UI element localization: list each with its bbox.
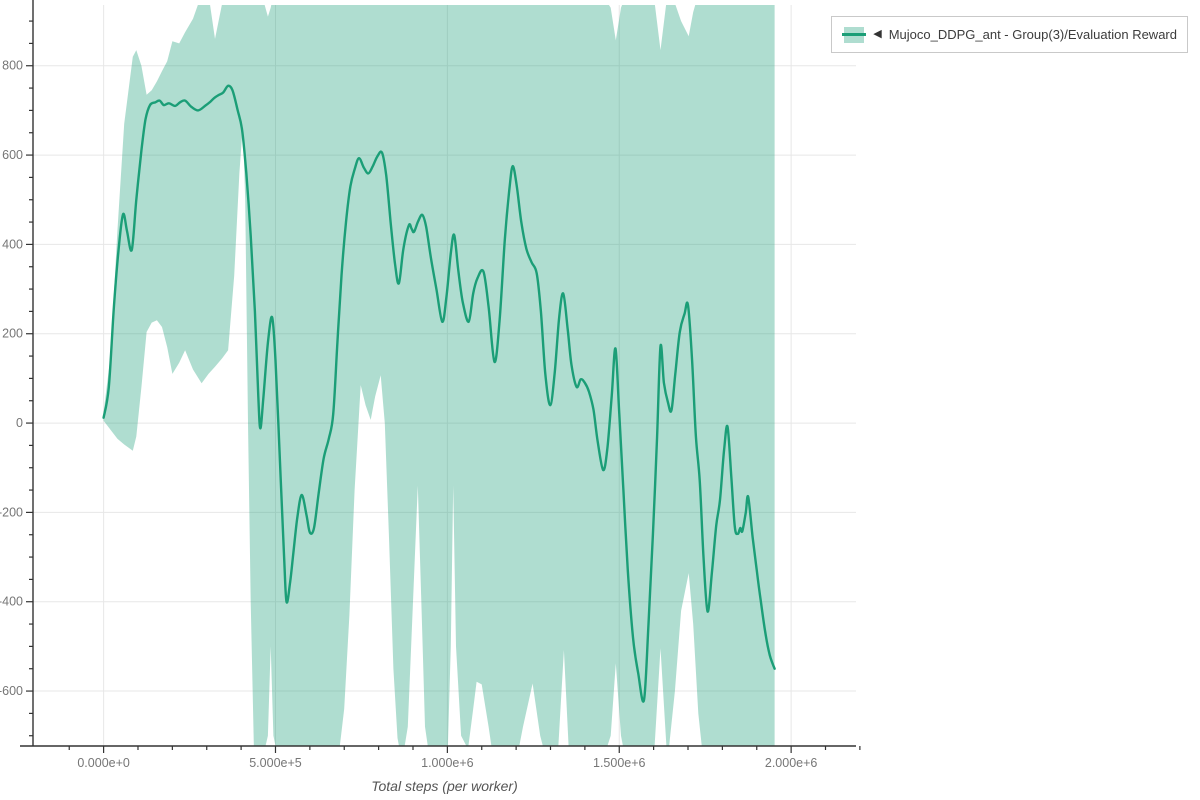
y-tick-label: 200 [2, 327, 23, 341]
x-tick-label: 2.000e+6 [765, 756, 818, 770]
legend-line-icon [842, 33, 867, 36]
x-tick-label: 5.000e+5 [249, 756, 302, 770]
x-tick-label: 0.000e+0 [77, 756, 130, 770]
mean-line [102, 84, 776, 703]
y-tick-label: -600 [0, 684, 23, 698]
y-tick-label: -400 [0, 595, 23, 609]
x-axis-title: Total steps (per worker) [371, 778, 518, 794]
legend[interactable]: ◀ Mujoco_DDPG_ant - Group(3)/Evaluation … [831, 16, 1188, 53]
legend-band-swatch [842, 26, 867, 43]
y-tick-label: 400 [2, 237, 23, 251]
x-tick-label: 1.500e+6 [593, 756, 646, 770]
legend-collapse-icon[interactable]: ◀ [873, 28, 882, 40]
x-tick-label: 1.000e+6 [421, 756, 474, 770]
y-tick-label: 600 [2, 148, 23, 162]
y-tick-label: 800 [2, 59, 23, 73]
legend-series-label: Mujoco_DDPG_ant - Group(3)/Evaluation Re… [888, 27, 1177, 42]
y-tick-label: 0 [16, 416, 23, 430]
y-tick-label: -200 [0, 505, 23, 519]
confidence-band [103, 5, 775, 746]
